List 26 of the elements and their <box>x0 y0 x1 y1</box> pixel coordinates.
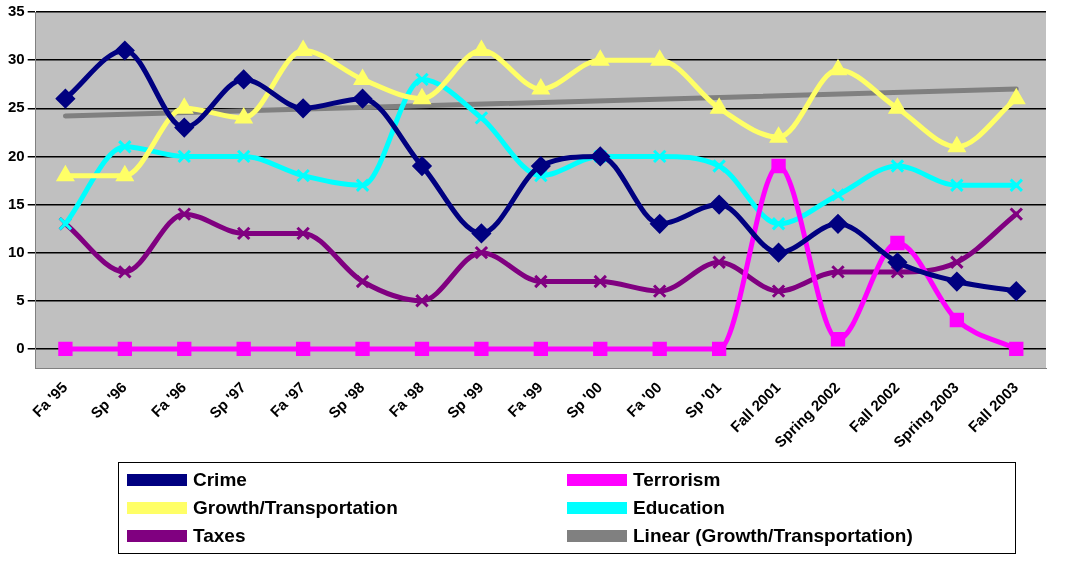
legend-label: Linear (Growth/Transportation) <box>633 525 913 547</box>
x-tick-label: Sp '99 <box>443 378 487 422</box>
x-tick-label: Fa '96 <box>147 378 190 421</box>
legend-label: Crime <box>193 469 247 491</box>
x-tick-label: Sp '98 <box>324 378 368 422</box>
legend-label: Growth/Transportation <box>193 497 398 519</box>
y-tick-label: 5 <box>16 290 25 308</box>
y-tick-label: 15 <box>8 194 25 212</box>
x-tick-label: Sp '97 <box>205 378 249 422</box>
y-tick-label: 0 <box>16 339 25 357</box>
y-tick-label: 20 <box>8 146 25 164</box>
legend-label: Terrorism <box>633 469 721 491</box>
x-tick-label: Fa '95 <box>28 378 71 421</box>
x-tick-label: Fa '97 <box>266 378 309 421</box>
x-tick-label: Sp '96 <box>87 378 130 422</box>
y-tick-label: 35 <box>8 2 25 20</box>
x-tick-label: Fa '98 <box>385 378 428 421</box>
legend-label: Education <box>633 497 725 519</box>
y-tick-label: 10 <box>8 242 25 260</box>
x-tick-label: Fa '00 <box>623 378 665 421</box>
y-tick-label: 30 <box>8 50 25 68</box>
y-tick-label: 25 <box>8 98 25 116</box>
x-tick-label: Sp '00 <box>562 378 606 422</box>
x-tick-label: Fa '99 <box>504 378 546 421</box>
x-tick-label: Sp '01 <box>681 378 725 422</box>
legend-label: Taxes <box>193 525 246 547</box>
